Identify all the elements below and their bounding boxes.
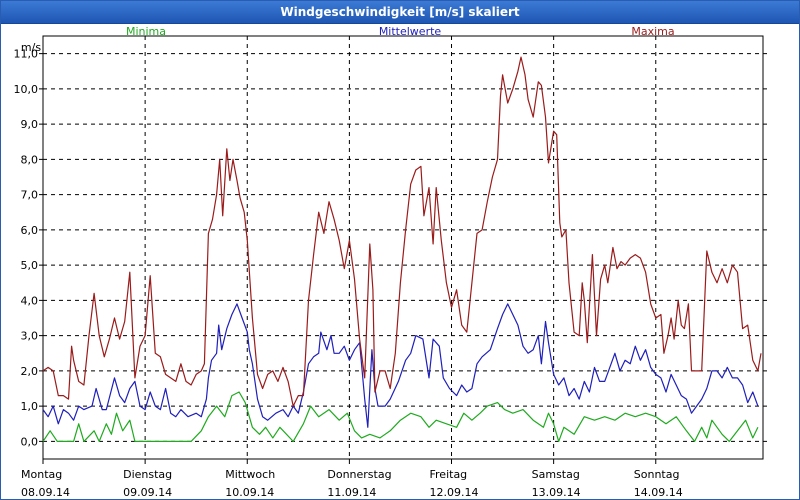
y-tick-label: 7,0 bbox=[21, 189, 39, 202]
y-tick-label: 4,0 bbox=[21, 294, 39, 307]
x-date-label: 14.09.14 bbox=[634, 486, 683, 499]
x-day-label: Sonntag bbox=[634, 468, 680, 481]
x-date-label: 08.09.14 bbox=[21, 486, 70, 499]
legend-entry: Minima bbox=[126, 25, 166, 38]
series-lines bbox=[42, 56, 762, 442]
legend-entry: Maxima bbox=[631, 25, 674, 38]
x-day-label: Freitag bbox=[430, 468, 468, 481]
x-date-label: 11.09.14 bbox=[327, 486, 376, 499]
x-day-label: Montag bbox=[21, 468, 62, 481]
legend: Minima Mittelwerte Maxima bbox=[126, 25, 675, 38]
y-tick-label: 6,0 bbox=[21, 224, 39, 237]
x-day-label: Samstag bbox=[532, 468, 580, 481]
y-tick-label: 11,0 bbox=[14, 48, 39, 61]
x-day-label: Mittwoch bbox=[225, 468, 275, 481]
y-tick-label: 2,0 bbox=[21, 365, 39, 378]
x-date-label: 12.09.14 bbox=[430, 486, 479, 499]
y-tick-label: 3,0 bbox=[21, 330, 39, 343]
y-axis: 0,0 1,0 2,0 3,0 4,0 5,0 6,0 7,0 8,0 9,0 10,0 11,0 bbox=[14, 48, 767, 448]
y-tick-label: 8,0 bbox=[21, 153, 39, 166]
y-tick-label: 10,0 bbox=[14, 83, 39, 96]
x-date-label: 09.09.14 bbox=[123, 486, 172, 499]
x-day-label: Dienstag bbox=[123, 468, 172, 481]
series-line-minima bbox=[42, 391, 759, 442]
y-tick-label: 5,0 bbox=[21, 259, 39, 272]
x-axis: Montag 08.09.14 Dienstag 09.09.14 Mittwoch 10… bbox=[21, 459, 683, 499]
wind-speed-chart: m/s 0,0 1,0 2,0 3,0 4,0 5,0 6,0 7,0 8,0 9,0 10,0 11… bbox=[14, 25, 767, 499]
x-date-label: 13.09.14 bbox=[532, 486, 581, 499]
grid-lines bbox=[43, 36, 763, 459]
y-tick-label: 9,0 bbox=[21, 118, 39, 131]
plot-frame bbox=[42, 35, 764, 460]
series-line-maxima bbox=[42, 56, 762, 407]
y-tick-label: 1,0 bbox=[21, 400, 39, 413]
y-tick-label: 0,0 bbox=[21, 435, 39, 448]
chart-title: Windgeschwindigkeit [m/s] skaliert bbox=[1, 1, 799, 24]
series-line-mittelwerte bbox=[42, 303, 759, 428]
y-axis-label: m/s bbox=[21, 41, 41, 54]
x-date-label: 10.09.14 bbox=[225, 486, 274, 499]
legend-entry: Mittelwerte bbox=[379, 25, 442, 38]
x-day-label: Donnerstag bbox=[327, 468, 391, 481]
